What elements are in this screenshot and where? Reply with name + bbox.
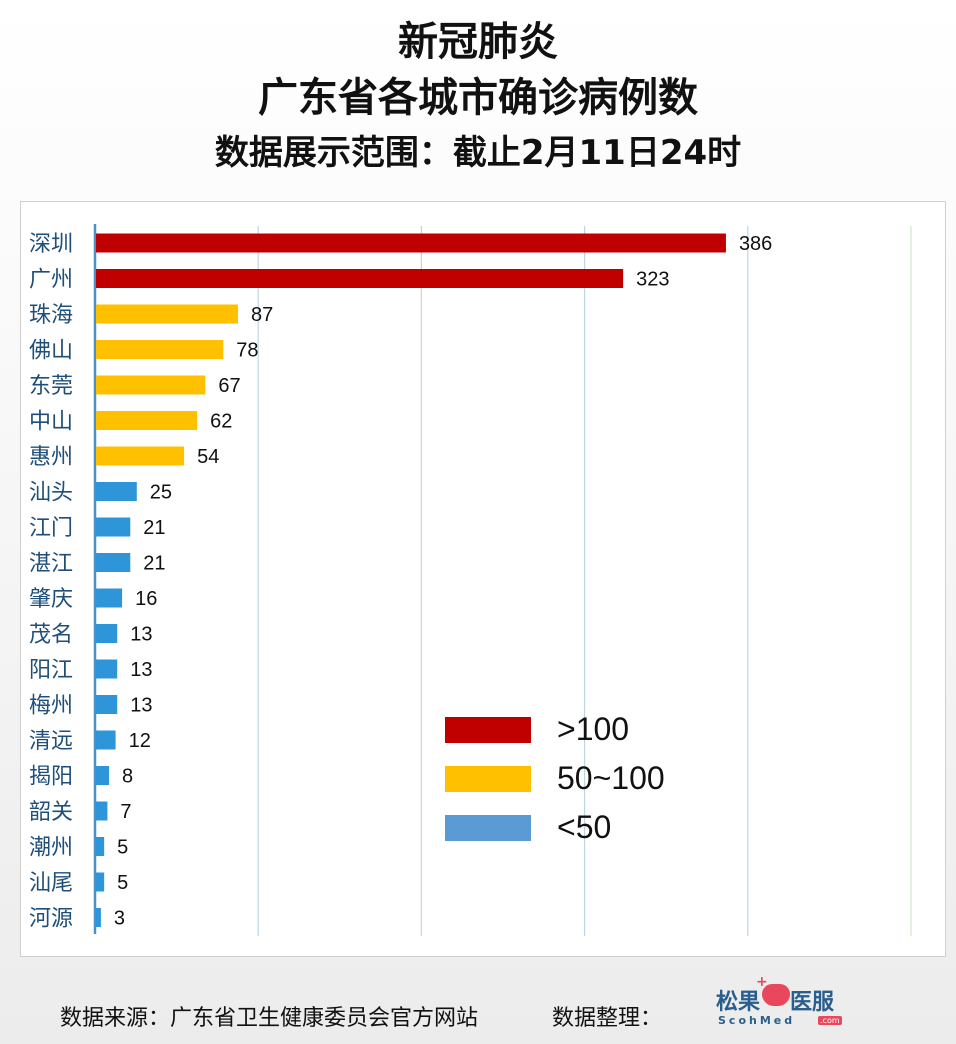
category-label: 潮州 (29, 836, 73, 861)
value-label: 13 (130, 659, 152, 681)
legend-label: >100 (557, 711, 629, 747)
category-label: 梅州 (29, 694, 73, 719)
category-label: 广州 (29, 268, 73, 293)
category-label: 揭阳 (29, 765, 73, 790)
category-label: 河源 (29, 907, 73, 932)
category-label: 东莞 (29, 374, 73, 399)
title-block: 新冠肺炎 广东省各城市确诊病例数 数据展示范围：截止2月11日24时 (0, 14, 956, 178)
value-label: 12 (129, 730, 151, 752)
category-label: 肇庆 (29, 587, 73, 612)
bar (96, 411, 198, 430)
value-label: 21 (143, 553, 165, 575)
bar (96, 695, 118, 714)
brand-logo: 松果 医服 ScohMed .com (716, 974, 846, 1038)
category-label: 阳江 (29, 658, 73, 683)
logo-domain: .com (818, 1016, 842, 1025)
category-label: 湛江 (29, 552, 73, 577)
chart-panel: 深圳 386 广州 323 珠海 87 佛山 78 东莞 67 中山 62 惠州 54 汕头 25 江门 21 湛江… (20, 201, 946, 957)
bar (96, 269, 624, 288)
legend-swatch (445, 717, 531, 743)
category-label: 惠州 (29, 445, 73, 470)
bar (96, 553, 131, 572)
page-title: 新冠肺炎 (398, 19, 558, 65)
category-label: 珠海 (29, 303, 73, 328)
value-label: 54 (197, 446, 219, 468)
bar (96, 801, 108, 821)
value-label: 386 (739, 233, 772, 255)
legend-swatch (445, 766, 531, 792)
category-label: 中山 (29, 410, 73, 435)
logo-name-left: 松果 (716, 990, 761, 1015)
value-label: 323 (636, 269, 669, 291)
bar (96, 659, 118, 679)
bar (96, 446, 185, 466)
bar (96, 517, 131, 537)
legend-label: 50~100 (557, 760, 665, 796)
bar (96, 375, 206, 395)
logo-name-right: 医服 (790, 990, 835, 1015)
value-label: 87 (251, 304, 273, 326)
value-label: 67 (218, 375, 240, 397)
value-label: 13 (130, 624, 152, 646)
value-label: 25 (150, 482, 172, 504)
category-label: 清远 (29, 729, 73, 754)
bar (96, 624, 118, 643)
data-source: 数据来源：广东省卫生健康委员会官方网站 (60, 1006, 479, 1031)
bar (96, 304, 238, 324)
category-label: 茂名 (29, 623, 73, 648)
value-label: 13 (130, 695, 152, 717)
value-label: 16 (135, 588, 157, 610)
bar (96, 482, 137, 501)
bar (96, 340, 224, 359)
bar (96, 837, 105, 856)
category-label: 韶关 (29, 800, 73, 825)
legend-swatch (445, 815, 531, 841)
category-label: 汕尾 (29, 871, 73, 896)
bar (96, 730, 116, 750)
value-label: 8 (122, 766, 133, 788)
page-subtitle: 广东省各城市确诊病例数 (258, 75, 698, 121)
data-credit: 数据整理： (552, 1006, 663, 1031)
value-label: 5 (117, 837, 128, 859)
logo-subtitle: ScohMed (718, 1014, 796, 1027)
bar (96, 766, 110, 785)
value-label: 21 (143, 517, 165, 539)
category-label: 深圳 (29, 232, 73, 257)
value-label: 78 (236, 340, 258, 362)
legend-label: <50 (557, 809, 611, 845)
value-label: 62 (210, 411, 232, 433)
bar (96, 908, 101, 927)
value-label: 7 (120, 801, 131, 823)
heart-icon (756, 974, 790, 1006)
category-label: 江门 (29, 516, 73, 541)
bar (96, 872, 105, 892)
value-label: 5 (117, 872, 128, 894)
category-label: 汕头 (29, 481, 73, 506)
bar (96, 233, 726, 253)
data-range-caption: 数据展示范围：截止2月11日24时 (214, 133, 742, 173)
category-label: 佛山 (29, 339, 73, 364)
value-label: 3 (114, 908, 125, 930)
bar (96, 588, 123, 608)
